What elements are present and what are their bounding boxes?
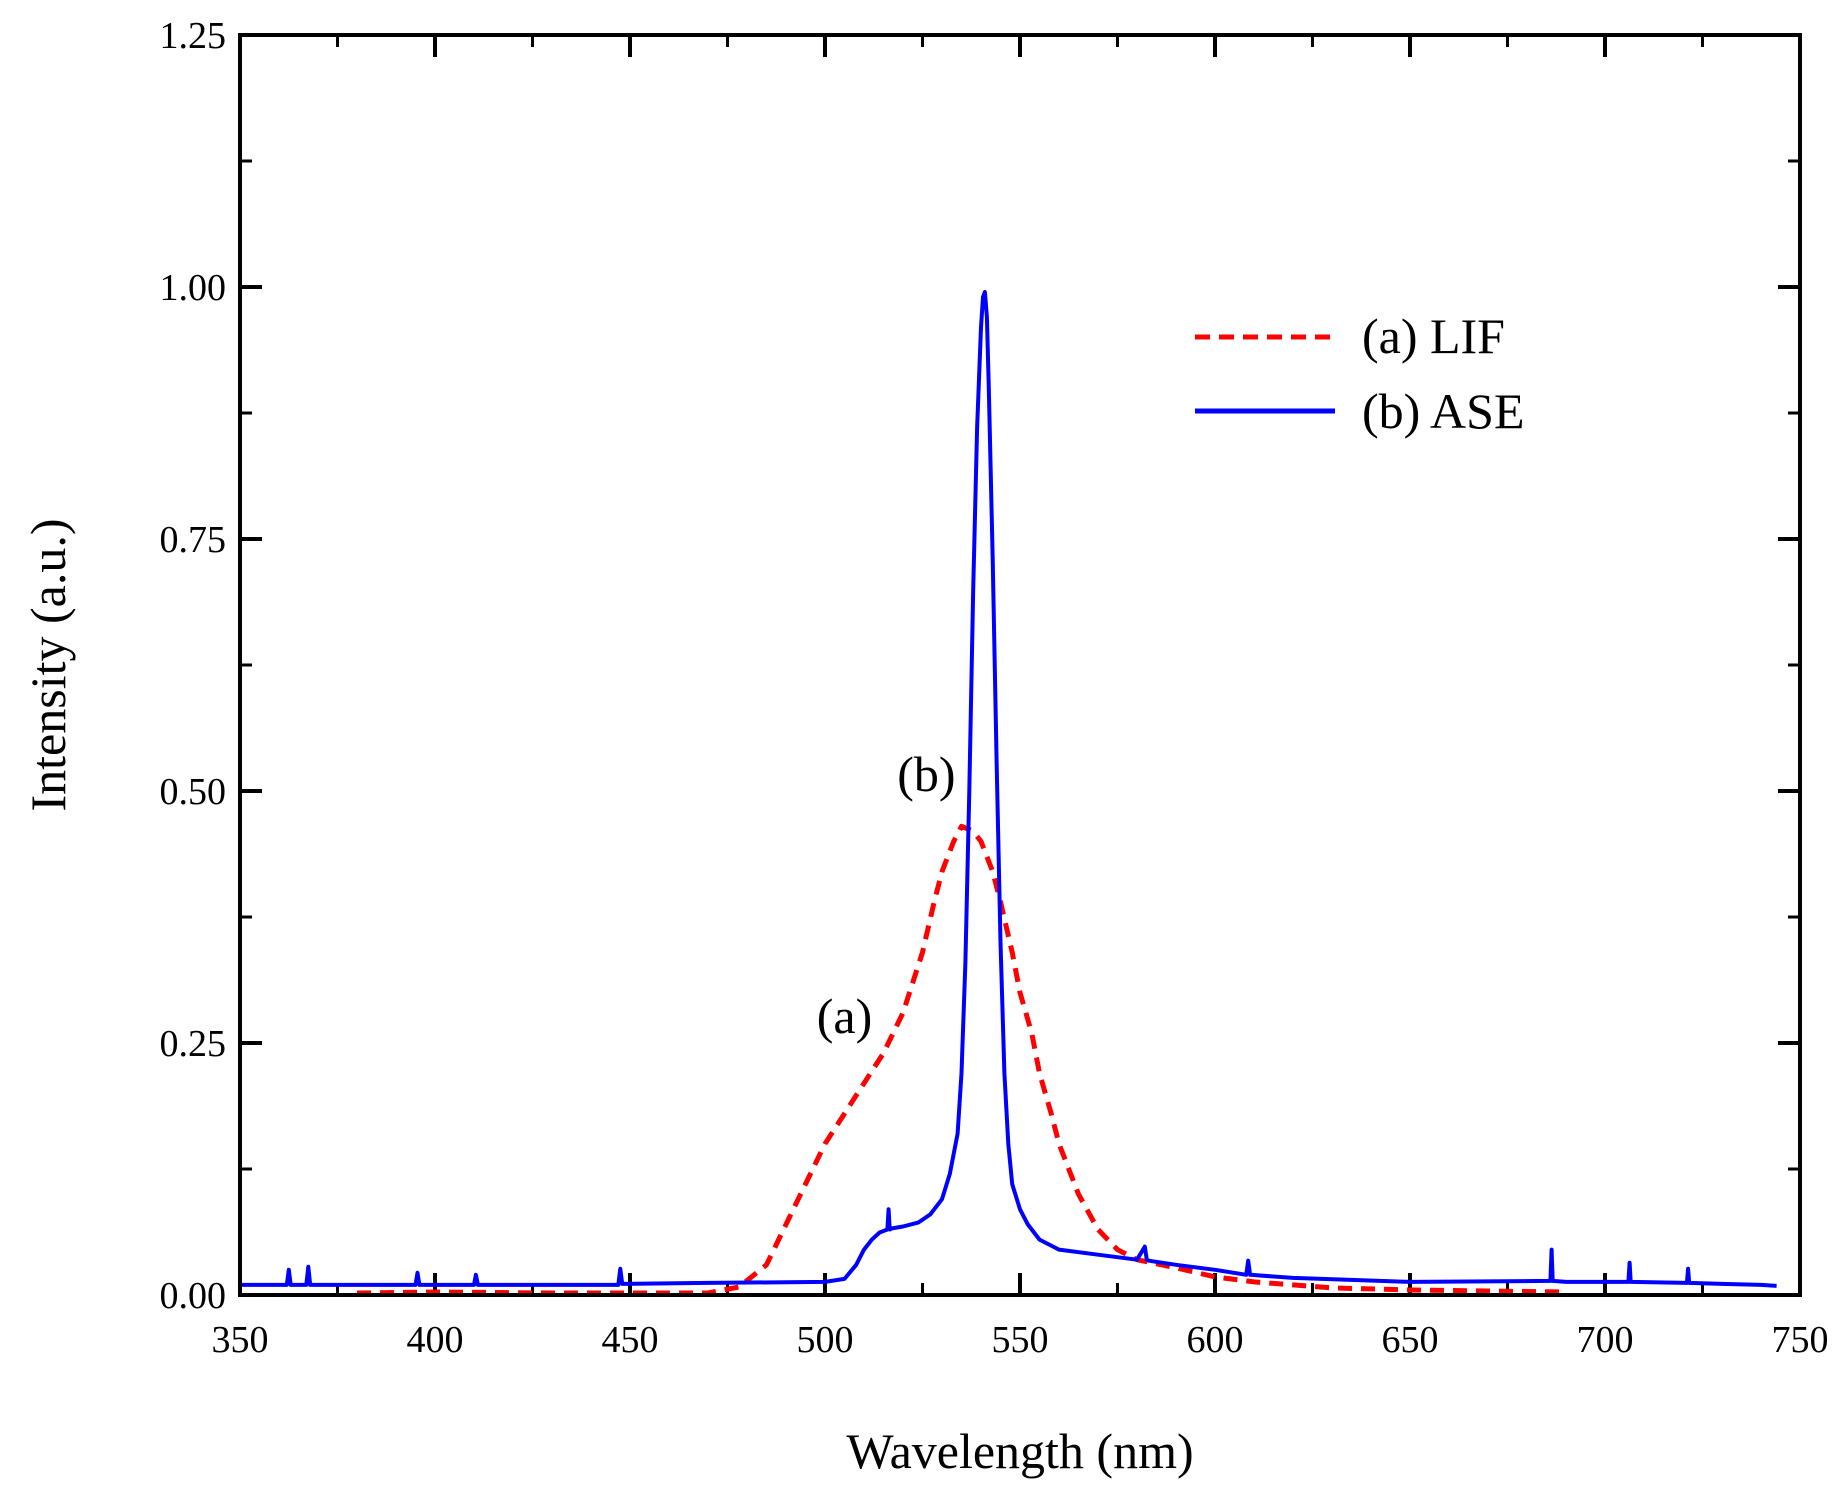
y-tick-label: 0.00 [160, 1275, 227, 1317]
x-tick-label: 650 [1382, 1319, 1439, 1361]
x-tick-label: 450 [602, 1319, 659, 1361]
x-tick-label: 750 [1772, 1319, 1829, 1361]
legend: (a) LIF (b) ASE [1195, 308, 1525, 439]
ticks-layer [238, 33, 1802, 1297]
x-tick-label: 550 [992, 1319, 1049, 1361]
x-tick-label: 700 [1577, 1319, 1634, 1361]
x-tick-label: 400 [407, 1319, 464, 1361]
legend-label-ase: (b) ASE [1362, 383, 1525, 439]
annotations-layer: (a) (b) [817, 746, 956, 1044]
y-tick-label: 1.25 [160, 15, 227, 57]
y-tick-label: 0.25 [160, 1023, 227, 1065]
series-line-lif [356, 823, 1567, 1296]
annotation-label-1: (b) [897, 746, 955, 802]
series-layer [240, 290, 1777, 1296]
plot-frame [238, 33, 1802, 1297]
y-tick-label: 0.75 [160, 519, 227, 561]
x-axis-title: Wavelength (nm) [846, 1423, 1193, 1479]
x-tick-label: 350 [212, 1319, 269, 1361]
x-tick-label: 600 [1187, 1319, 1244, 1361]
y-axis-title: Intensity (a.u.) [20, 519, 76, 812]
tick-labels-layer: 350 400 450 500 550 600 650 700 750 0.00 0.25 0.50 0… [160, 15, 1829, 1361]
x-tick-label: 500 [797, 1319, 854, 1361]
y-tick-label: 1.00 [160, 267, 227, 309]
y-tick-label: 0.50 [160, 771, 227, 813]
annotation-label-0: (a) [817, 988, 873, 1044]
legend-label-lif: (a) LIF [1362, 308, 1505, 364]
series-line-ase [240, 290, 1777, 1288]
